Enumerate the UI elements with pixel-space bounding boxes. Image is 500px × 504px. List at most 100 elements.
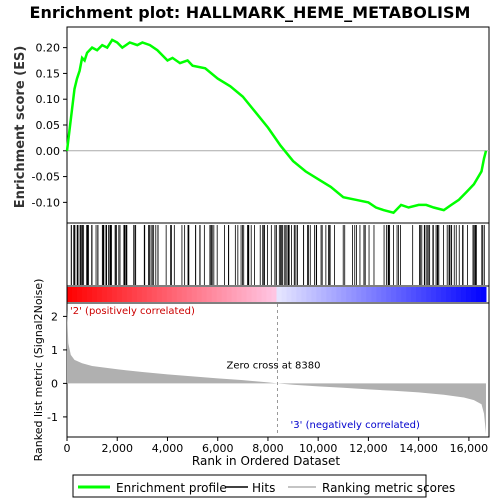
colorbar-segment bbox=[476, 287, 482, 302]
colorbar-segment bbox=[191, 287, 198, 302]
colorbar-segment bbox=[201, 287, 208, 302]
x-tick-label: 4,000 bbox=[152, 442, 184, 455]
colorbar-segment bbox=[106, 287, 113, 302]
colorbar-segment bbox=[67, 287, 73, 302]
colorbar-segment bbox=[336, 287, 342, 302]
colorbar-segment bbox=[356, 287, 362, 302]
colorbar-segment bbox=[480, 287, 487, 302]
x-tick-label: 0 bbox=[64, 442, 71, 455]
colorbar-segment bbox=[341, 287, 347, 302]
x-tick-label: 8,000 bbox=[252, 442, 284, 455]
x-tick-label: 12,000 bbox=[349, 442, 388, 455]
colorbar-segment bbox=[366, 287, 372, 302]
colorbar-segment bbox=[111, 287, 118, 302]
colorbar-segment bbox=[311, 287, 317, 302]
colorbar-segment bbox=[281, 287, 287, 302]
colorbar-segment bbox=[156, 287, 163, 302]
metric-y-tick-label: 2 bbox=[51, 310, 58, 323]
colorbar-segment bbox=[136, 287, 143, 302]
metric-y-tick-label: 0 bbox=[51, 377, 58, 390]
colorbar-segment bbox=[306, 287, 312, 302]
colorbar-segment bbox=[331, 287, 337, 302]
es-y-tick-label: 0.15 bbox=[36, 67, 61, 80]
es-y-tick-label: -0.10 bbox=[32, 196, 60, 209]
es-panel bbox=[66, 26, 490, 224]
colorbar-segment bbox=[241, 287, 248, 302]
metric-y-tick-label: -1 bbox=[47, 411, 58, 424]
colorbar-segment bbox=[301, 287, 307, 302]
colorbar-segment bbox=[446, 287, 452, 302]
colorbar-segment bbox=[161, 287, 168, 302]
positive-label: '2' (positively correlated) bbox=[70, 306, 195, 317]
colorbar-segment bbox=[86, 287, 93, 302]
colorbar-segment bbox=[126, 287, 133, 302]
colorbar-segment bbox=[316, 287, 322, 302]
colorbar-segment bbox=[81, 287, 88, 302]
colorbar-segment bbox=[166, 287, 173, 302]
colorbar-segment bbox=[211, 287, 218, 302]
colorbar-segment bbox=[246, 287, 253, 302]
colorbar-segment bbox=[256, 287, 263, 302]
colorbar-segment bbox=[221, 287, 228, 302]
colorbar-segment bbox=[271, 287, 277, 302]
legend-box bbox=[72, 474, 427, 498]
colorbar-segment bbox=[196, 287, 203, 302]
colorbar-segment bbox=[91, 287, 98, 302]
colorbar-segment bbox=[186, 287, 193, 302]
x-tick-label: 2,000 bbox=[101, 442, 133, 455]
colorbar-segment bbox=[406, 287, 412, 302]
colorbar-segment bbox=[141, 287, 148, 302]
colorbar-segment bbox=[101, 287, 108, 302]
colorbar-segment bbox=[351, 287, 357, 302]
legend-hits-label: Hits bbox=[252, 481, 275, 495]
colorbar-segment bbox=[251, 287, 258, 302]
es-line bbox=[65, 38, 488, 215]
colorbar-segment bbox=[206, 287, 213, 302]
x-axis-label: Rank in Ordered Dataset bbox=[192, 454, 340, 468]
hits-panel bbox=[66, 222, 490, 287]
colorbar-segment bbox=[216, 287, 223, 302]
colorbar-segment bbox=[381, 287, 387, 302]
colorbar-segment bbox=[371, 287, 377, 302]
colorbar-segment bbox=[171, 287, 178, 302]
es-y-tick-label: -0.05 bbox=[32, 171, 60, 184]
colorbar-segment bbox=[291, 287, 297, 302]
colorbar-segment bbox=[96, 287, 103, 302]
metric-y-tick-label: 1 bbox=[51, 344, 58, 357]
negative-label: '3' (negatively correlated) bbox=[291, 420, 420, 431]
legend-metric-label: Ranking metric scores bbox=[322, 481, 455, 495]
colorbar-segment bbox=[466, 287, 472, 302]
x-tick-label: 6,000 bbox=[202, 442, 234, 455]
colorbar-segment bbox=[456, 287, 462, 302]
es-y-axis-label: Enrichment score (ES) bbox=[13, 46, 28, 209]
colorbar-segment bbox=[441, 287, 447, 302]
es-y-tick-label: 0.00 bbox=[36, 145, 61, 158]
colorbar-segment bbox=[421, 287, 427, 302]
colorbar-segment bbox=[131, 287, 138, 302]
colorbar-segment bbox=[296, 287, 302, 302]
colorbar-segment bbox=[266, 287, 273, 302]
colorbar-segment bbox=[146, 287, 153, 302]
zero-cross-label: Zero cross at 8380 bbox=[227, 360, 321, 371]
colorbar-segment bbox=[461, 287, 467, 302]
colorbar-segment bbox=[276, 287, 282, 302]
colorbar-segment bbox=[321, 287, 327, 302]
colorbar-segment bbox=[121, 287, 128, 302]
es-y-tick-label: 0.20 bbox=[36, 42, 61, 55]
colorbar-segment bbox=[231, 287, 238, 302]
colorbar-segment bbox=[71, 287, 78, 302]
colorbar-segment bbox=[386, 287, 392, 302]
es-y-tick-label: 0.05 bbox=[36, 119, 61, 132]
colorbar-segment bbox=[76, 287, 83, 302]
metric-y-axis-label: Ranked list metric (Signal2Noise) bbox=[32, 279, 45, 462]
colorbar-segment bbox=[451, 287, 457, 302]
colorbar-segment bbox=[176, 287, 183, 302]
colorbar-segment bbox=[401, 287, 407, 302]
x-tick-label: 10,000 bbox=[299, 442, 338, 455]
colorbar-segment bbox=[226, 287, 233, 302]
colorbar-segment bbox=[471, 287, 477, 302]
colorbar-segment bbox=[361, 287, 367, 302]
legend-es-label: Enrichment profile bbox=[116, 481, 227, 495]
